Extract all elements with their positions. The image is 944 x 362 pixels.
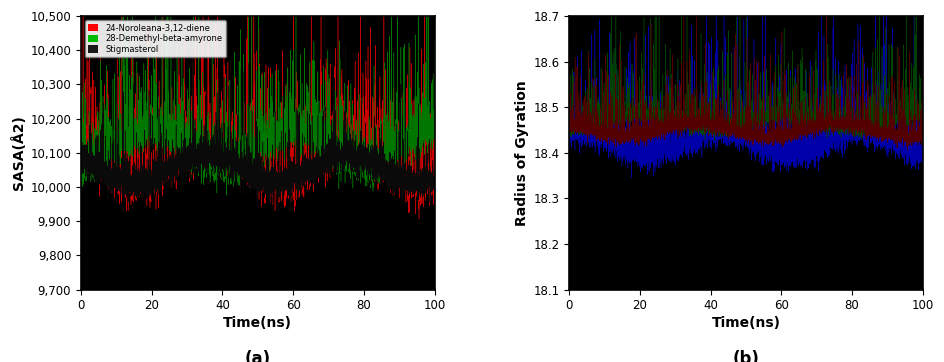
Text: (b): (b) [732,350,759,362]
X-axis label: Time(ns): Time(ns) [223,316,292,331]
Y-axis label: SASA(Å2): SASA(Å2) [11,115,26,190]
Y-axis label: Radius of Gyration: Radius of Gyration [514,80,529,226]
X-axis label: Time(ns): Time(ns) [711,316,780,331]
Text: (a): (a) [244,350,271,362]
Legend: 24-Noroleana-3,12-diene, 28-Demethyl-beta-amyrone, Stigmasterol: 24-Noroleana-3,12-diene, 28-Demethyl-bet… [85,20,226,57]
